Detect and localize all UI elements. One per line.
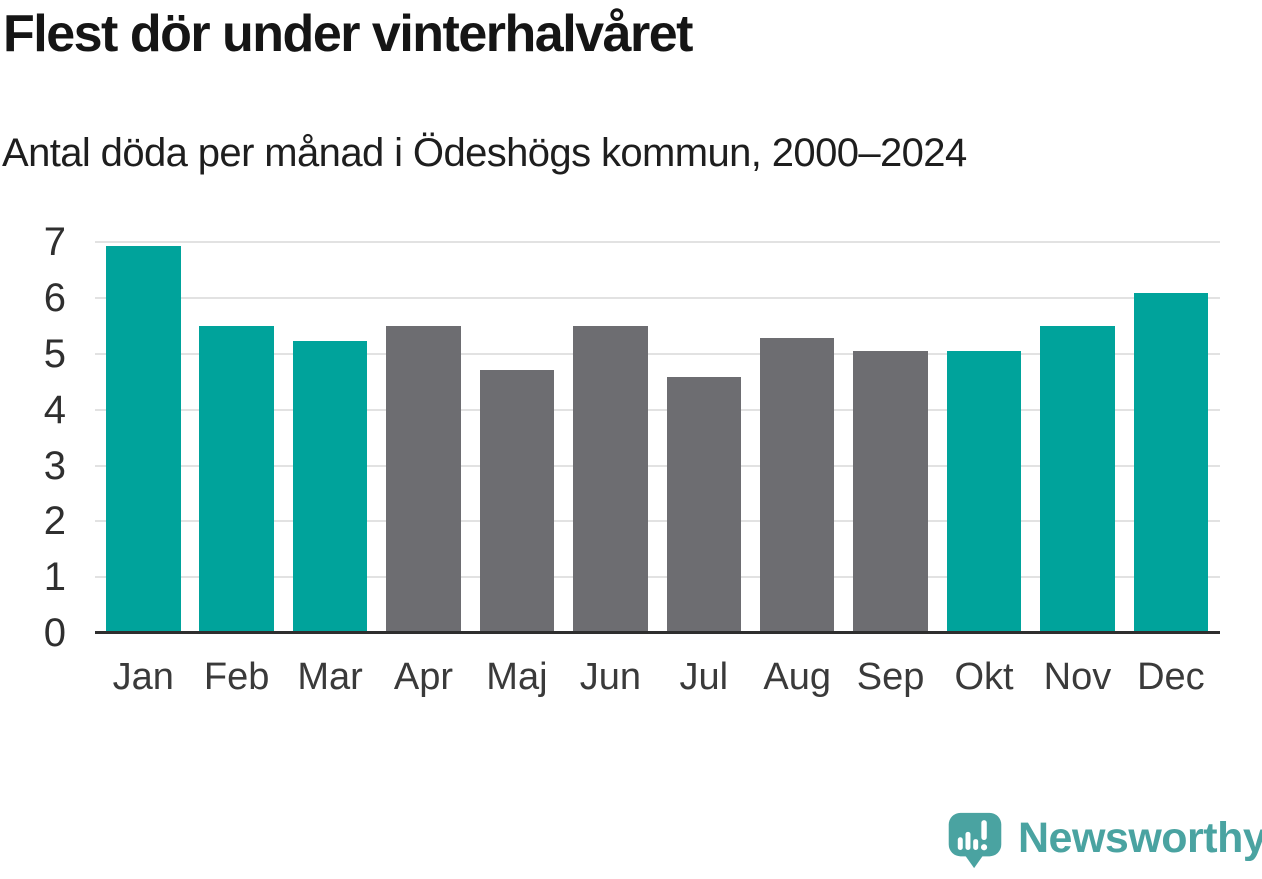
chart-subtitle: Antal döda per månad i Ödeshögs kommun, … [2,131,967,175]
gridline-y5 [95,353,1220,355]
x-tick-label-jun: Jun [579,656,641,698]
y-tick-label-1: 1 [43,555,66,600]
x-tick-label-maj: Maj [486,656,548,698]
x-axis-line [95,631,1220,634]
gridline-y4 [95,408,1220,411]
y-tick-label-7: 7 [43,220,66,265]
x-tick-label-okt: Okt [954,656,1014,698]
x-tick-label-apr: Apr [393,656,454,698]
gridline-y1 [95,576,1220,579]
newsworthy-branding: Newsworthy [946,811,1262,869]
bar-apr [386,325,461,633]
x-tick-label-sep: Sep [856,656,925,698]
gridline-y3 [95,464,1220,467]
y-tick-label-3: 3 [43,443,66,488]
bar-jun [573,325,648,633]
bar-okt [946,351,1022,633]
newsworthy-logo-icon [948,812,1002,869]
bar-feb [199,325,274,633]
bar-aug [759,337,835,633]
x-tick-label-dec: Dec [1137,656,1205,698]
y-tick-label-6: 6 [43,276,66,321]
y-tick-label-0: 0 [43,611,66,655]
gridline-y7 [95,241,1220,244]
x-tick-label-feb: Feb [203,656,270,698]
x-tick-label-nov: Nov [1043,656,1112,698]
y-tick-label-5: 5 [43,332,66,376]
newsworthy-wordmark: Newsworthy [1018,813,1262,862]
chart-title: Flest dör under vinterhalvåret [3,5,693,63]
y-tick-label-2: 2 [43,499,66,544]
bar-dec [1133,292,1209,633]
x-tick-label-aug: Aug [763,656,831,698]
bar-sep [853,350,928,633]
x-tick-label-jul: Jul [679,656,729,698]
y-tick-label-4: 4 [43,387,66,432]
x-tick-label-jan: Jan [112,656,174,698]
x-tick-label-mar: Mar [297,656,363,698]
gridline-y2 [95,520,1220,523]
bar-nov [1040,325,1115,633]
bar-maj [479,369,555,633]
bar-mar [292,340,368,633]
gridline-y6 [95,297,1220,300]
bar-jul [666,377,742,633]
bar-jan [106,245,181,633]
